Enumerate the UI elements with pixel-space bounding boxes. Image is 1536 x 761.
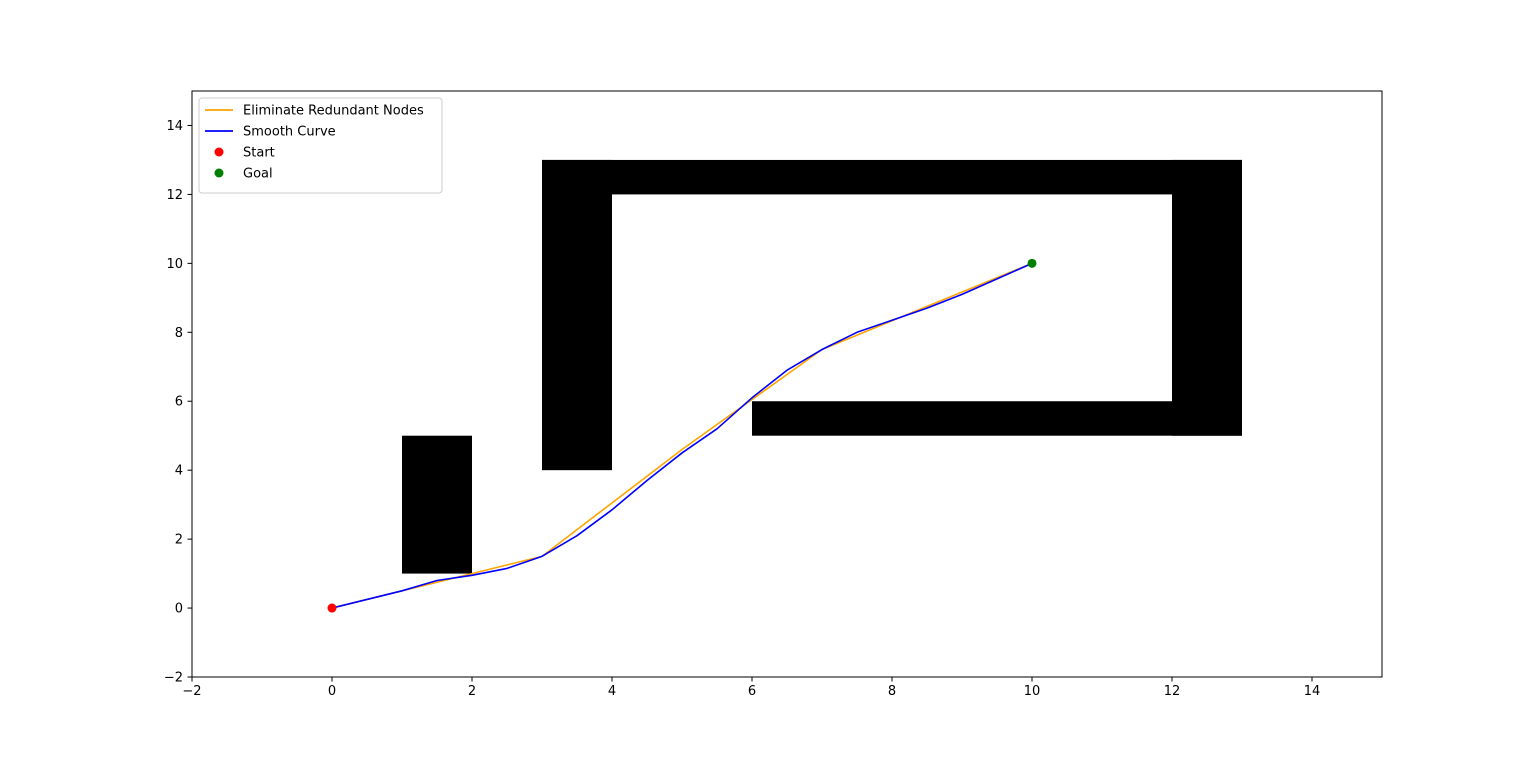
x-tick-label: 4	[608, 684, 616, 699]
x-tick-label: 0	[328, 684, 336, 699]
obstacles	[402, 159, 1242, 574]
obstacle-4	[752, 401, 1242, 436]
y-tick-label: 14	[166, 119, 183, 134]
x-tick-label: 14	[1304, 684, 1321, 699]
goal-marker	[1027, 258, 1037, 268]
series-lines	[331, 262, 1033, 609]
y-tick-label: 6	[175, 395, 183, 410]
obstacle-2	[542, 159, 1242, 195]
legend-label-start: Start	[243, 146, 275, 161]
plot-frame	[191, 90, 1383, 678]
series-line-smooth-curve	[331, 262, 1033, 609]
legend: Eliminate Redundant Nodes Smooth Curve Sta…	[198, 97, 443, 194]
y-tick-label: 0	[175, 602, 183, 617]
y-tick-label: −2	[164, 671, 183, 686]
legend-box	[198, 97, 443, 194]
y-tick-label: 2	[175, 533, 183, 548]
x-tick-label: 8	[888, 684, 896, 699]
y-tick-label: 12	[166, 188, 183, 203]
legend-label-smooth-curve: Smooth Curve	[243, 125, 336, 140]
axes: −2 0 2 4 6 8 10 12 14 −2 0 2 4 6 8 10 12 14	[164, 90, 1383, 699]
obstacle-1	[542, 159, 612, 471]
point-markers	[327, 258, 1037, 613]
y-tick-label: 4	[175, 464, 183, 479]
x-tick-label: 6	[748, 684, 756, 699]
obstacle-3	[1172, 159, 1242, 436]
start-marker	[327, 603, 337, 613]
x-tick-label: −2	[182, 684, 201, 699]
legend-label-goal: Goal	[243, 167, 273, 182]
y-tick-label: 8	[175, 326, 183, 341]
x-tick-label: 12	[1164, 684, 1181, 699]
obstacle-0	[402, 435, 472, 574]
y-tick-label: 10	[166, 257, 183, 272]
x-tick-label: 10	[1024, 684, 1041, 699]
legend-swatch-start	[214, 147, 224, 157]
legend-swatch-goal	[214, 168, 224, 178]
x-tick-label: 2	[468, 684, 476, 699]
legend-label-eliminate-redundant-nodes: Eliminate Redundant Nodes	[243, 104, 424, 119]
